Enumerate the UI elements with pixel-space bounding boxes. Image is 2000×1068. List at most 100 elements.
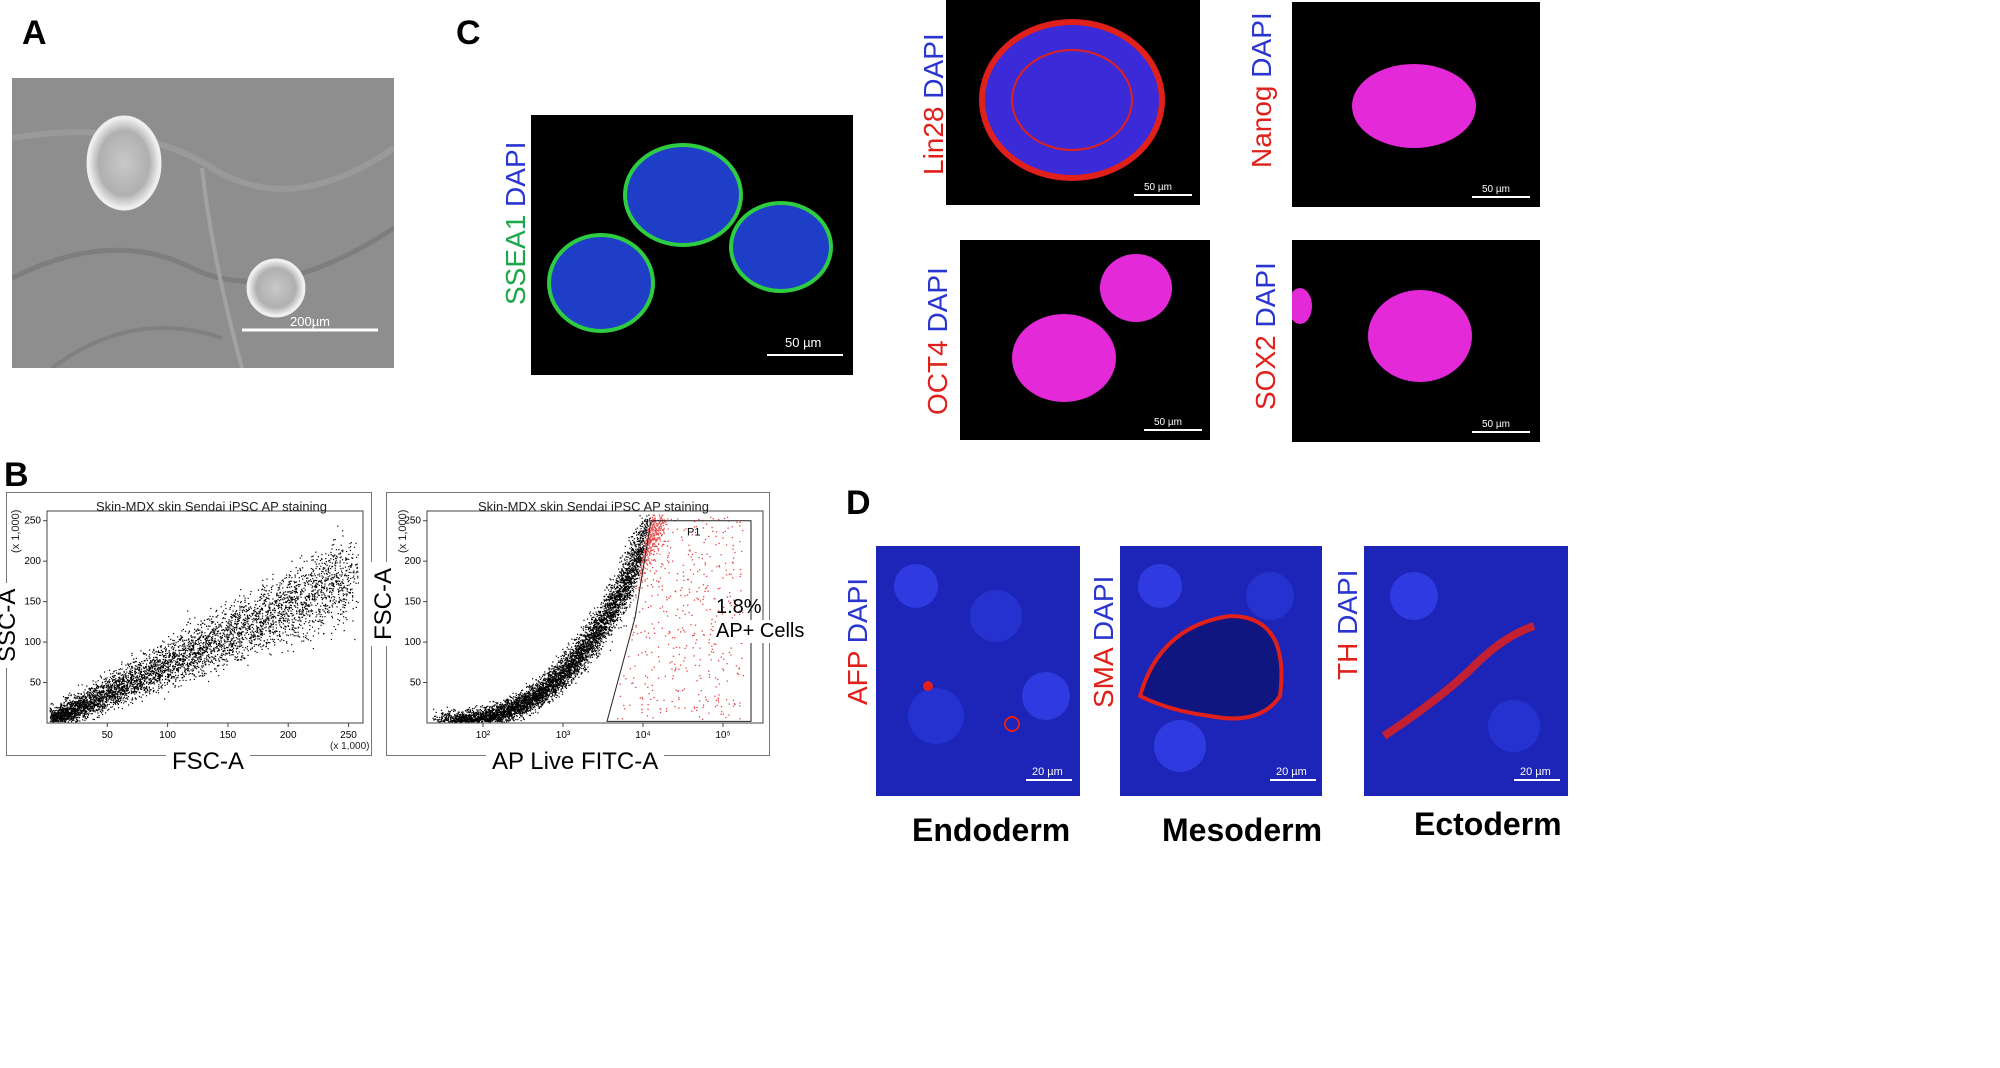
plot1-event — [124, 690, 126, 693]
plot1-event — [267, 641, 270, 644]
plot1-event — [206, 651, 208, 653]
plot1-event — [214, 629, 216, 631]
plot1-event — [50, 718, 52, 720]
plot1-event — [342, 549, 344, 551]
plot1-event — [131, 667, 134, 669]
plot1-event — [267, 616, 269, 618]
plot1-event — [242, 623, 244, 625]
plot1-event — [71, 701, 73, 703]
plot1-event — [275, 601, 277, 603]
plot1-event — [200, 624, 202, 626]
plot1-event — [279, 582, 281, 584]
plot1-event — [280, 603, 282, 605]
plot1-event — [290, 598, 292, 600]
plot1-event — [157, 669, 159, 672]
plot1-event — [320, 624, 322, 626]
plot1-event — [178, 662, 180, 664]
plot1-event — [122, 697, 125, 699]
plot1-event — [242, 619, 244, 621]
plot1-event — [286, 634, 288, 636]
plot1-event — [98, 715, 100, 717]
lin28-graphic — [979, 19, 1192, 196]
plot1-event — [272, 628, 274, 631]
plot1-event — [120, 694, 122, 696]
plot1-event — [335, 580, 337, 582]
plot1-event — [123, 670, 125, 672]
plot1-event — [311, 599, 314, 601]
plot1-event — [188, 645, 190, 647]
plot2-axes-frame — [426, 510, 764, 724]
plot1-event — [139, 670, 141, 672]
plot1-event — [278, 620, 280, 622]
plot1-event — [261, 633, 263, 635]
plot1-event — [66, 718, 68, 720]
plot1-event — [57, 715, 60, 717]
plot1-event — [61, 719, 64, 722]
plot1-event — [78, 699, 80, 702]
plot1-event — [191, 648, 193, 650]
plot1-event — [55, 715, 58, 717]
plot1-event — [272, 613, 274, 616]
plot1-event — [129, 663, 131, 665]
plot1-event — [228, 623, 230, 625]
plot1-event — [100, 710, 102, 712]
plot1-event — [227, 660, 229, 662]
plot1-event — [202, 636, 204, 638]
plot1-event — [51, 710, 53, 712]
plot1-event — [119, 684, 121, 686]
plot1-event — [252, 635, 255, 637]
plot1-event — [80, 712, 82, 714]
plot1-event — [134, 670, 137, 672]
plot1-event — [223, 617, 225, 619]
plot1-event — [60, 705, 62, 707]
plot1-event — [244, 627, 247, 629]
plot1-event — [109, 685, 111, 687]
plot1-event — [87, 716, 89, 719]
plot1-event — [251, 634, 253, 636]
plot1-event — [327, 569, 330, 571]
plot1-event — [185, 664, 187, 666]
plot1-event — [144, 670, 146, 672]
plot1-event — [173, 642, 175, 644]
plot1-event — [236, 625, 238, 627]
plot1-event — [254, 650, 256, 652]
plot1-event — [337, 525, 339, 527]
plot1-event — [301, 612, 303, 614]
plot1-event — [122, 682, 124, 685]
plot1-event — [322, 587, 325, 589]
plot1-event — [100, 691, 103, 694]
plot1-event — [332, 583, 334, 585]
plot1-event — [312, 648, 314, 650]
plot1-event — [74, 703, 76, 705]
plot1-event — [105, 700, 108, 702]
plot1-event — [53, 713, 55, 715]
plot1-event — [234, 619, 236, 621]
plot1-event — [81, 705, 83, 707]
plot1-event — [189, 664, 192, 666]
plot1-event — [97, 698, 99, 700]
plot1-event — [106, 693, 108, 695]
plot1-event — [192, 640, 194, 642]
plot1-event — [205, 638, 208, 640]
plot1-event — [87, 713, 90, 715]
plot1-event — [136, 684, 138, 686]
plot1-event — [303, 623, 305, 625]
plot1-event — [136, 668, 138, 670]
plot1-event — [134, 697, 137, 699]
plot1-event — [250, 637, 252, 640]
plot1-event — [308, 595, 310, 598]
plot1-event — [158, 686, 160, 688]
plot1-event — [291, 627, 293, 629]
plot1-event — [136, 675, 138, 678]
plot1-event — [272, 631, 274, 634]
plot1-event — [299, 594, 301, 596]
plot1-event — [193, 661, 195, 663]
plot1-event — [320, 591, 322, 594]
plot1-event — [159, 676, 161, 678]
plot1-event — [175, 674, 177, 676]
plot1-event — [103, 703, 105, 705]
plot1-event — [338, 601, 340, 604]
plot1-event — [113, 695, 115, 697]
plot1-event — [59, 717, 61, 720]
plot1-event — [137, 679, 139, 682]
